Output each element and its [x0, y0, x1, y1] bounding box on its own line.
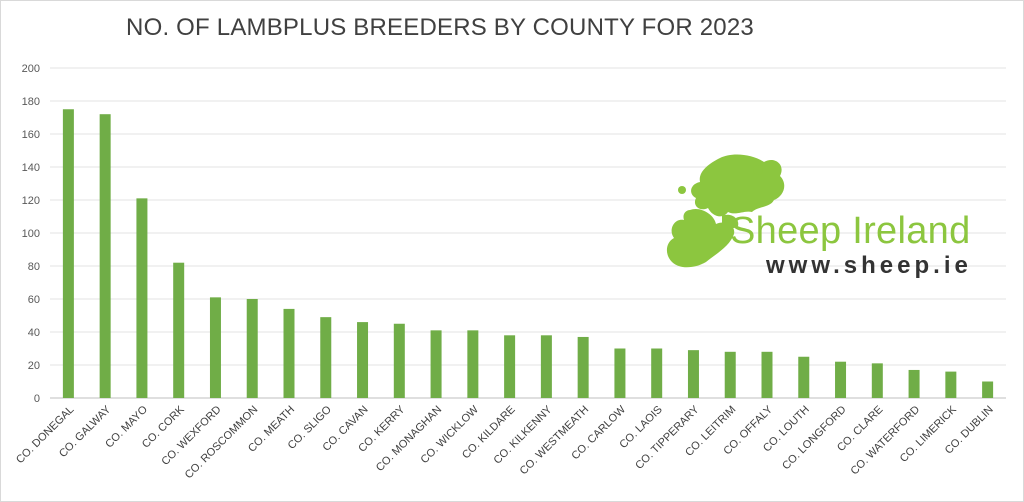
bar	[99, 114, 111, 398]
bar	[577, 336, 589, 398]
bar	[357, 322, 369, 398]
chart-title: NO. OF LAMBPLUS BREEDERS BY COUNTY FOR 2…	[126, 14, 754, 41]
bar	[651, 348, 663, 398]
bar	[136, 198, 148, 398]
x-tick-label: CO. LONGFORD	[780, 404, 849, 473]
bar	[504, 335, 516, 398]
y-tick-label: 0	[34, 393, 40, 405]
logo-name: Sheep Ireland	[730, 210, 971, 252]
bar	[908, 369, 920, 398]
bar	[835, 361, 847, 398]
bar	[393, 323, 405, 398]
bars	[62, 109, 994, 398]
bar	[540, 335, 552, 398]
x-tick-label: CO. TIPPERARY	[633, 403, 702, 472]
bar	[871, 363, 883, 398]
bar	[430, 330, 442, 398]
bar	[467, 330, 479, 398]
y-tick-label: 140	[22, 162, 40, 174]
logo-url: www.sheep.ie	[766, 252, 972, 279]
ireland-map-icon	[666, 154, 785, 268]
gridlines	[50, 67, 1006, 399]
y-tick-label: 160	[22, 129, 40, 141]
x-tick-label: CO. MONAGHAN	[374, 404, 444, 474]
bar	[283, 308, 295, 398]
bar	[62, 109, 74, 398]
bar	[320, 317, 332, 398]
y-axis-ticks: 0 20 40 60 80 100 120 140 160 180 200	[22, 63, 40, 405]
y-tick-label: 120	[22, 195, 40, 207]
x-tick-label: CO. WATERFORD	[848, 404, 922, 478]
y-tick-label: 80	[28, 261, 40, 273]
bar	[687, 350, 699, 398]
bar	[614, 348, 626, 398]
y-tick-label: 20	[28, 360, 40, 372]
y-tick-label: 40	[28, 327, 40, 339]
bar	[173, 262, 185, 398]
bar	[761, 351, 773, 398]
y-tick-label: 200	[22, 63, 40, 75]
bar	[798, 356, 810, 398]
y-tick-label: 180	[22, 96, 40, 108]
y-tick-label: 60	[28, 294, 40, 306]
bar	[246, 299, 258, 398]
bar	[945, 371, 957, 398]
x-tick-label: CO. WESTMEATH	[518, 404, 592, 478]
bar	[209, 297, 221, 398]
bar	[724, 351, 736, 398]
bar	[982, 381, 994, 398]
y-tick-label: 100	[22, 228, 40, 240]
